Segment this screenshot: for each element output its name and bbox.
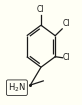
- Text: Cl: Cl: [63, 53, 71, 62]
- Text: Cl: Cl: [36, 5, 44, 14]
- Text: $\mathsf{H_2N}$: $\mathsf{H_2N}$: [8, 81, 26, 94]
- Text: Cl: Cl: [63, 19, 70, 28]
